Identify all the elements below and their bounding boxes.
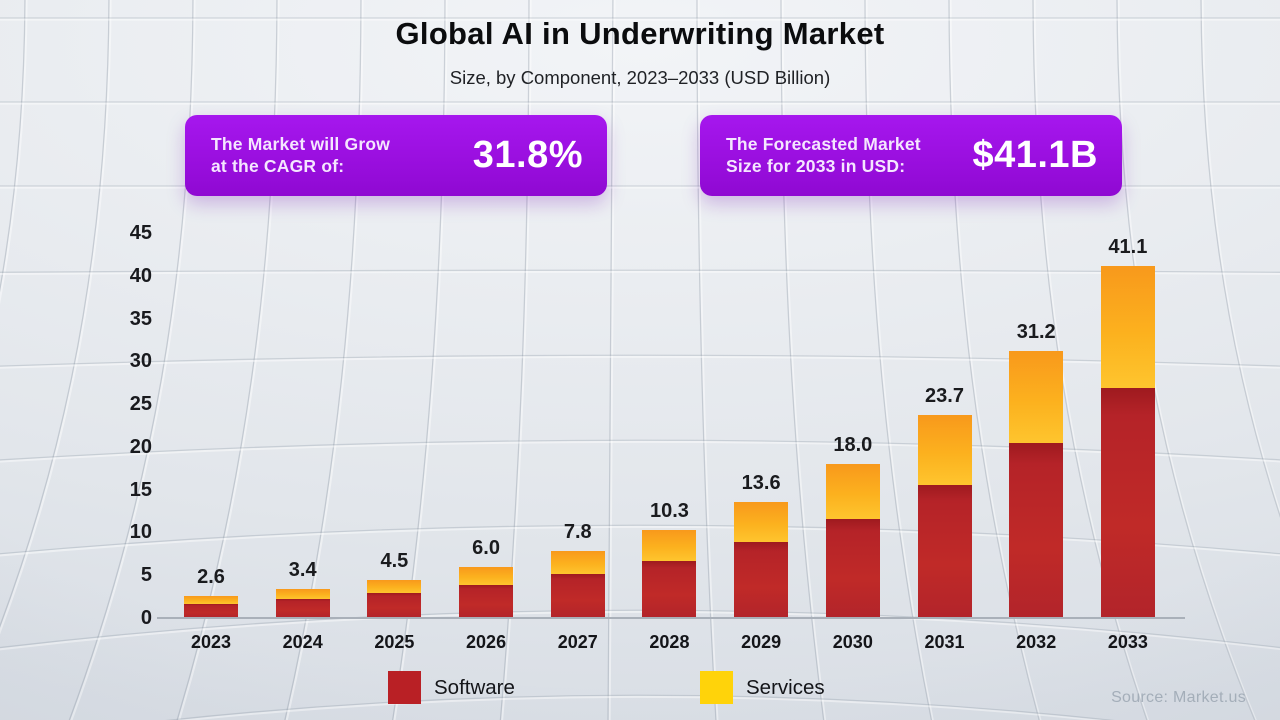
bar-value-label: 13.6 bbox=[741, 471, 781, 494]
services-segment bbox=[550, 551, 605, 575]
bar-stack bbox=[734, 501, 789, 618]
bar-chart: 0 5 10 15 20 25 30 35 40 45 2.6 2023 3.4 2024 4.5 2025… bbox=[130, 222, 1185, 652]
cagr-line2: at the CAGR of: bbox=[211, 155, 345, 176]
services-segment bbox=[734, 501, 789, 542]
bar-value-label: 41.1 bbox=[1108, 236, 1148, 259]
cagr-line1: The Market will Grow bbox=[211, 134, 391, 155]
bar-stack bbox=[642, 529, 697, 618]
source-credit: Source: Market.us bbox=[1111, 689, 1246, 706]
x-tick-label: 2027 bbox=[557, 632, 598, 652]
software-segment bbox=[642, 560, 697, 618]
services-segment bbox=[367, 579, 422, 594]
bar-column-2030: 18.0 2030 bbox=[825, 434, 880, 652]
bar-column-2032: 31.2 2032 bbox=[1009, 321, 1064, 652]
services-segment bbox=[184, 595, 238, 604]
services-segment bbox=[642, 529, 697, 561]
bar-value-label: 18.0 bbox=[833, 434, 873, 457]
bar-value-label: 6.0 bbox=[472, 536, 500, 559]
bar-value-label: 23.7 bbox=[925, 385, 964, 408]
software-segment bbox=[459, 584, 514, 618]
bar-value-label: 31.2 bbox=[1016, 321, 1056, 344]
bar-stack bbox=[275, 588, 330, 618]
bar-stack bbox=[1100, 266, 1155, 618]
services-segment bbox=[1009, 351, 1064, 443]
bar-value-label: 2.6 bbox=[197, 565, 225, 588]
services-segment bbox=[825, 464, 880, 519]
bar-value-label: 4.5 bbox=[380, 549, 409, 572]
forecast-callout-text: The Forecasted Market Size for 2033 in U… bbox=[700, 134, 921, 177]
software-segment bbox=[734, 541, 789, 618]
y-tick-label: 5 bbox=[140, 564, 152, 587]
x-tick-label: 2024 bbox=[282, 632, 323, 652]
cagr-callout-text: The Market will Grow at the CAGR of: bbox=[185, 134, 390, 177]
bar-stack bbox=[367, 579, 422, 618]
y-tick-label: 30 bbox=[129, 350, 152, 373]
bar-column-2026: 6.0 2026 bbox=[459, 536, 514, 652]
bar-stack bbox=[917, 415, 972, 618]
services-segment bbox=[917, 415, 972, 485]
page-subtitle: Size, by Component, 2023–2033 (USD Billi… bbox=[449, 67, 831, 88]
services-legend-label: Services bbox=[746, 675, 825, 699]
bar-series: 2.6 2023 3.4 2024 4.5 2025 6.0 2026 7.8 2027 10.3 2… bbox=[170, 233, 1185, 652]
bar-column-2024: 3.4 2024 bbox=[275, 558, 330, 652]
bar-column-2027: 7.8 2027 bbox=[550, 521, 605, 652]
bar-stack bbox=[550, 551, 605, 618]
y-tick-label: 15 bbox=[129, 478, 152, 501]
cagr-value: 31.8% bbox=[472, 134, 583, 176]
cagr-callout: The Market will Grow at the CAGR of: 31.… bbox=[185, 115, 607, 196]
software-segment bbox=[275, 599, 330, 618]
bar-column-2031: 23.7 2031 bbox=[917, 385, 972, 652]
y-tick-label: 20 bbox=[129, 435, 152, 458]
y-tick-label: 40 bbox=[129, 264, 152, 287]
x-tick-label: 2030 bbox=[832, 632, 873, 652]
software-segment bbox=[550, 574, 605, 618]
x-tick-label: 2032 bbox=[1016, 632, 1057, 652]
services-segment bbox=[459, 566, 514, 585]
bar-column-2028: 10.3 2028 bbox=[642, 499, 697, 652]
software-segment bbox=[917, 484, 972, 618]
bar-stack bbox=[1009, 351, 1064, 618]
software-legend-swatch bbox=[388, 671, 421, 704]
bar-column-2023: 2.6 2023 bbox=[184, 565, 238, 652]
software-segment bbox=[367, 593, 422, 618]
bar-stack bbox=[459, 566, 514, 618]
legend-item-software: Software bbox=[388, 671, 515, 704]
legend-item-services: Services bbox=[700, 671, 825, 704]
x-tick-label: 2026 bbox=[466, 632, 507, 652]
bar-stack bbox=[184, 595, 238, 618]
bar-column-2033: 41.1 2033 bbox=[1100, 236, 1155, 652]
bar-column-2025: 4.5 2025 bbox=[367, 549, 422, 652]
x-tick-label: 2023 bbox=[190, 632, 232, 652]
bar-value-label: 10.3 bbox=[649, 499, 689, 522]
y-tick-label: 35 bbox=[129, 307, 152, 330]
page-title: Global AI in Underwriting Market bbox=[395, 16, 885, 51]
services-legend-swatch bbox=[700, 671, 733, 704]
software-segment bbox=[825, 518, 880, 618]
software-segment bbox=[1009, 442, 1064, 618]
y-tick-label: 0 bbox=[140, 607, 152, 629]
x-tick-label: 2028 bbox=[649, 632, 690, 652]
bar-stack bbox=[825, 464, 880, 618]
services-segment bbox=[1100, 266, 1155, 388]
forecast-value: $41.1B bbox=[972, 134, 1098, 176]
software-segment bbox=[1100, 387, 1155, 618]
forecast-callout: The Forecasted Market Size for 2033 in U… bbox=[700, 115, 1122, 196]
y-tick-label: 25 bbox=[129, 393, 152, 416]
x-tick-label: 2033 bbox=[1107, 632, 1148, 652]
forecast-line1: The Forecasted Market bbox=[726, 134, 921, 155]
forecast-line2: Size for 2033 in USD: bbox=[726, 155, 906, 176]
bar-column-2029: 13.6 2029 bbox=[734, 471, 789, 652]
bar-value-label: 7.8 bbox=[563, 521, 592, 544]
x-tick-label: 2025 bbox=[374, 632, 415, 652]
y-tick-label: 45 bbox=[129, 222, 152, 244]
y-tick-label: 10 bbox=[129, 521, 152, 544]
x-tick-label: 2031 bbox=[924, 632, 965, 652]
x-axis-line bbox=[157, 617, 1185, 619]
bar-value-label: 3.4 bbox=[288, 558, 317, 581]
software-segment bbox=[184, 603, 238, 618]
software-legend-label: Software bbox=[434, 675, 515, 699]
services-segment bbox=[275, 588, 330, 600]
x-tick-label: 2029 bbox=[741, 632, 782, 652]
